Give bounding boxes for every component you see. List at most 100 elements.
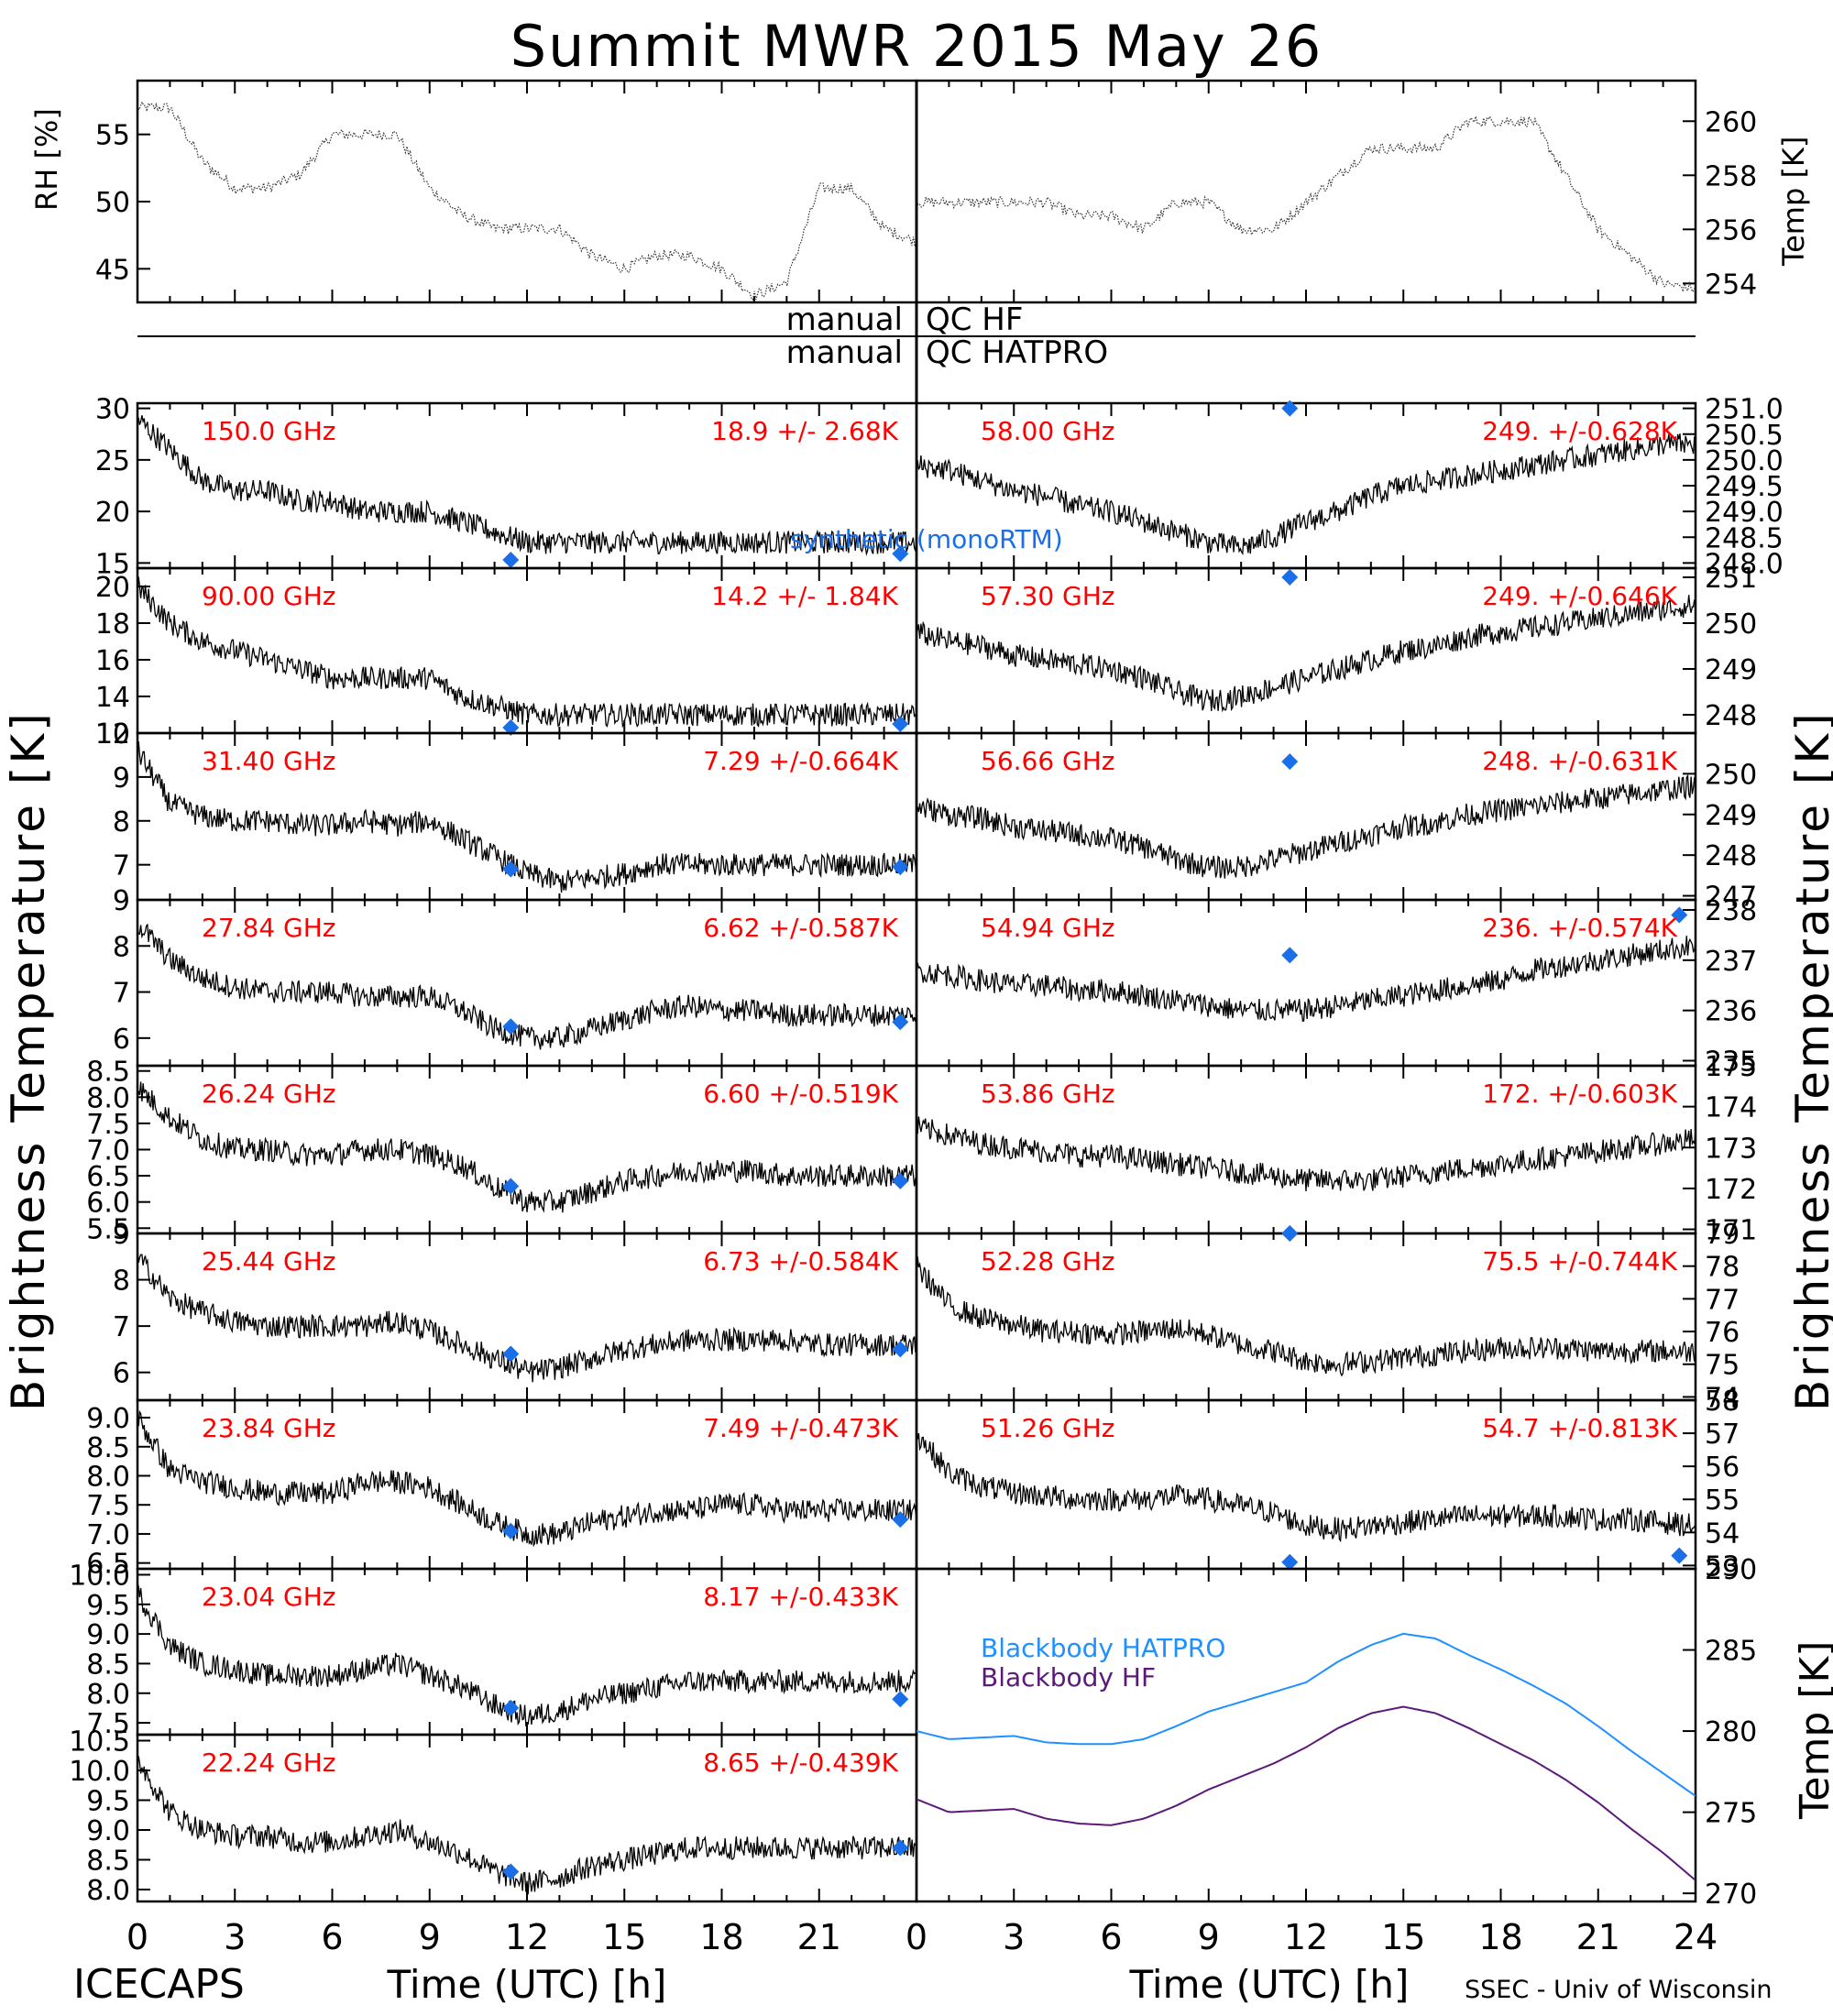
y-tick-label: 5.5 (86, 1213, 130, 1245)
stats-label: 249. +/-0.646K (1482, 581, 1677, 611)
series-line (137, 1756, 916, 1895)
y-tick-label: 10.0 (69, 1756, 130, 1788)
series-line (137, 1409, 916, 1548)
synthetic-marker (502, 552, 520, 568)
y-tick-label: 7 (113, 978, 130, 1010)
frequency-label: 31.40 GHz (202, 746, 336, 776)
qc-hatpro-label-right: QC HATPRO (926, 334, 1108, 371)
stats-label: 6.73 +/-0.584K (703, 1246, 898, 1276)
y-tick-label: 57 (1705, 1419, 1740, 1451)
series-line (137, 741, 916, 893)
y-tick-label: 258 (1705, 160, 1757, 192)
y-tick-label: 7.0 (86, 1135, 130, 1167)
y-tick-label: 8.0 (86, 1875, 130, 1907)
frequency-label: 90.00 GHz (202, 581, 336, 611)
y-tick-label: 7.5 (86, 1708, 130, 1740)
stats-label: 8.17 +/-0.433K (703, 1582, 898, 1612)
synthetic-marker (502, 1178, 520, 1195)
synthetic-marker (502, 719, 520, 736)
stats-label: 14.2 +/- 1.84K (711, 581, 898, 611)
panel-frame (915, 1567, 1697, 1903)
y-tick-label: 248.0 (1705, 548, 1784, 580)
y-tick-label: 6.0 (86, 1188, 130, 1220)
y-tick-label: 236 (1705, 996, 1757, 1028)
frequency-label: 26.24 GHz (202, 1079, 336, 1109)
frequency-label: 57.30 GHz (981, 581, 1115, 611)
x-tick-label-right: 21 (1576, 1917, 1620, 1957)
stats-label: 6.60 +/-0.519K (703, 1079, 898, 1109)
panel-f150: 15 20 25 30 150.0 GHz 18.9 +/- 2.68K (95, 394, 918, 580)
y-tick-label: 79 (1705, 1219, 1740, 1251)
y-tick-label: 250.0 (1705, 445, 1784, 477)
synthetic-marker (892, 1013, 909, 1031)
series-line (916, 433, 1696, 555)
y-tick-label: 250 (1705, 759, 1757, 791)
stats-label: 7.49 +/-0.473K (703, 1413, 898, 1443)
x-tick-label-right: 3 (1003, 1917, 1025, 1957)
synthetic-marker (1671, 906, 1688, 924)
y-tick-label: 9.0 (86, 1815, 130, 1847)
frequency-label: 54.94 GHz (981, 913, 1115, 943)
synthetic-marker (892, 859, 909, 876)
x-tick-label-right: 15 (1381, 1917, 1425, 1957)
y-tick-label: 7 (113, 850, 130, 882)
y-tick-label: 249.0 (1705, 497, 1784, 529)
series-line (137, 415, 916, 556)
synthetic-marker (892, 545, 909, 563)
y-tick-label: 248 (1705, 840, 1757, 872)
qc-hf-label-left: manual (786, 301, 903, 338)
x-tick-label-right: 9 (1198, 1917, 1220, 1957)
y-tick-label: 7.5 (86, 1490, 130, 1522)
series-line (916, 1432, 1696, 1543)
right-y-axis-label: Brightness Temperature [K] (1786, 710, 1833, 1411)
x-tick-label-left: 6 (321, 1917, 343, 1957)
synthetic-marker (892, 1511, 909, 1528)
synthetic-marker (1281, 1553, 1299, 1571)
y-tick-label: 9.0 (86, 1403, 130, 1435)
y-tick-label: 249 (1705, 654, 1757, 686)
y-tick-label: 10 (95, 718, 130, 751)
y-tick-label: 7 (113, 1311, 130, 1343)
y-tick-label: 45 (95, 254, 130, 286)
panel-f2784: 6 7 8 9 27.84 GHz 6.62 +/-0.587K (113, 885, 918, 1068)
stats-label: 236. +/-0.574K (1482, 913, 1677, 943)
synthetic-marker (502, 1522, 520, 1539)
frequency-label: 25.44 GHz (202, 1246, 336, 1276)
y-tick-label: 235 (1705, 1046, 1757, 1079)
x-tick-label-left: 18 (699, 1917, 743, 1957)
y-tick-label: 173 (1705, 1133, 1757, 1165)
x-axis-label-right: Time (UTC) [h] (1129, 1962, 1410, 2007)
y-tick-label: 15 (95, 548, 130, 580)
series-line (137, 1246, 916, 1383)
y-tick-label: 251.0 (1705, 394, 1784, 426)
stats-label: 8.65 +/-0.439K (703, 1748, 898, 1778)
footer-right: SSEC - Univ of Wisconsin (1465, 1976, 1773, 2004)
stats-label: 18.9 +/- 2.68K (711, 416, 898, 446)
y-tick-label: 174 (1705, 1092, 1757, 1124)
y-tick-label: 270 (1705, 1879, 1757, 1911)
x-tick-label-right: 12 (1284, 1917, 1328, 1957)
y-tick-label: 249.5 (1705, 471, 1784, 503)
panel-f3140: 7 8 9 10 31.40 GHz 7.29 +/-0.664K (95, 718, 918, 902)
panel-f2544: 6 7 8 9 25.44 GHz 6.73 +/-0.584K (113, 1219, 918, 1402)
panel-f5730: 248 249 250 251 57.30 GHz 249. +/-0.646K (915, 563, 1757, 735)
x-tick-label-left: 9 (419, 1917, 441, 1957)
y-tick-label: 8 (113, 1265, 130, 1298)
y-tick-label: 248.5 (1705, 522, 1784, 554)
series-line (916, 1705, 1696, 1881)
y-tick-label: 251 (1705, 563, 1757, 595)
stats-label: 249. +/-0.628K (1482, 416, 1677, 446)
footer-left: ICECAPS (73, 1961, 245, 2008)
x-tick-label-right: 18 (1478, 1917, 1522, 1957)
panel-bb: 270 275 280 285 290 (915, 1554, 1757, 1911)
y-tick-label: 77 (1705, 1284, 1740, 1316)
y-tick-label: 250.5 (1705, 420, 1784, 452)
synthetic-marker (502, 860, 520, 878)
panel-f5666: 247 248 249 250 56.66 GHz 248. +/-0.631K (915, 731, 1757, 914)
y-tick-label: 237 (1705, 946, 1757, 978)
frequency-label: 52.28 GHz (981, 1246, 1115, 1276)
y-tick-label: 74 (1705, 1382, 1740, 1414)
panel-frame (915, 79, 1697, 304)
y-tick-label: 9 (113, 762, 130, 794)
